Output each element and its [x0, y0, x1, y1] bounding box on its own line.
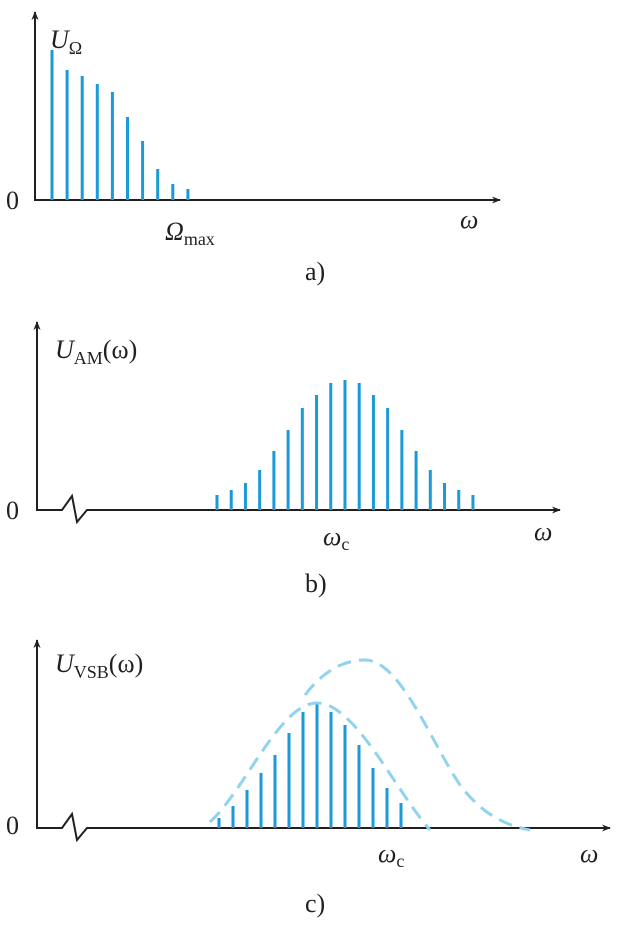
zero-label: 0: [6, 186, 19, 215]
marker-sub: c: [341, 534, 349, 554]
y-label-sub: AM: [74, 348, 103, 368]
marker-label: Ωmax: [165, 217, 215, 249]
marker-main: ω: [323, 522, 341, 551]
caption: a): [305, 257, 325, 286]
marker-sub: max: [184, 229, 215, 249]
marker-label: ωc: [378, 839, 404, 871]
marker-main: ω: [378, 839, 396, 868]
caption: c): [305, 889, 325, 918]
zero-label: 0: [6, 496, 19, 525]
x-label: ω: [580, 839, 598, 868]
y-label: UΩ: [50, 25, 82, 58]
y-label-suffix: (ω): [109, 649, 143, 678]
x-label: ω: [534, 517, 552, 546]
y-label: UVSB(ω): [55, 649, 143, 682]
marker-sub: c: [396, 851, 404, 871]
y-label-sub: Ω: [69, 38, 82, 58]
x-label: ω: [460, 205, 478, 234]
y-label-main: U: [55, 335, 76, 364]
y-label-main: U: [55, 649, 76, 678]
panel-b: UAM(ω) 0 ωc ω b): [6, 321, 561, 598]
x-axis: [37, 493, 561, 525]
y-label-main: U: [50, 25, 71, 54]
panel-c: UVSB(ω) 0 ωc ω c): [6, 639, 611, 918]
spectrum: [217, 703, 403, 828]
x-axis: [37, 811, 611, 843]
panel-a: UΩ 0 Ωmax ω a): [6, 11, 501, 286]
y-label-sub: VSB: [74, 662, 109, 682]
marker-label: ωc: [323, 522, 349, 554]
dsb-envelope: [303, 658, 531, 832]
zero-label: 0: [6, 811, 19, 840]
spectrum: [50, 50, 190, 200]
caption: b): [305, 569, 327, 598]
marker-main: Ω: [165, 217, 184, 246]
y-label: UAM(ω): [55, 335, 137, 368]
vsb-envelope: [208, 701, 432, 831]
y-label-suffix: (ω): [103, 335, 137, 364]
spectrum: [215, 380, 475, 510]
